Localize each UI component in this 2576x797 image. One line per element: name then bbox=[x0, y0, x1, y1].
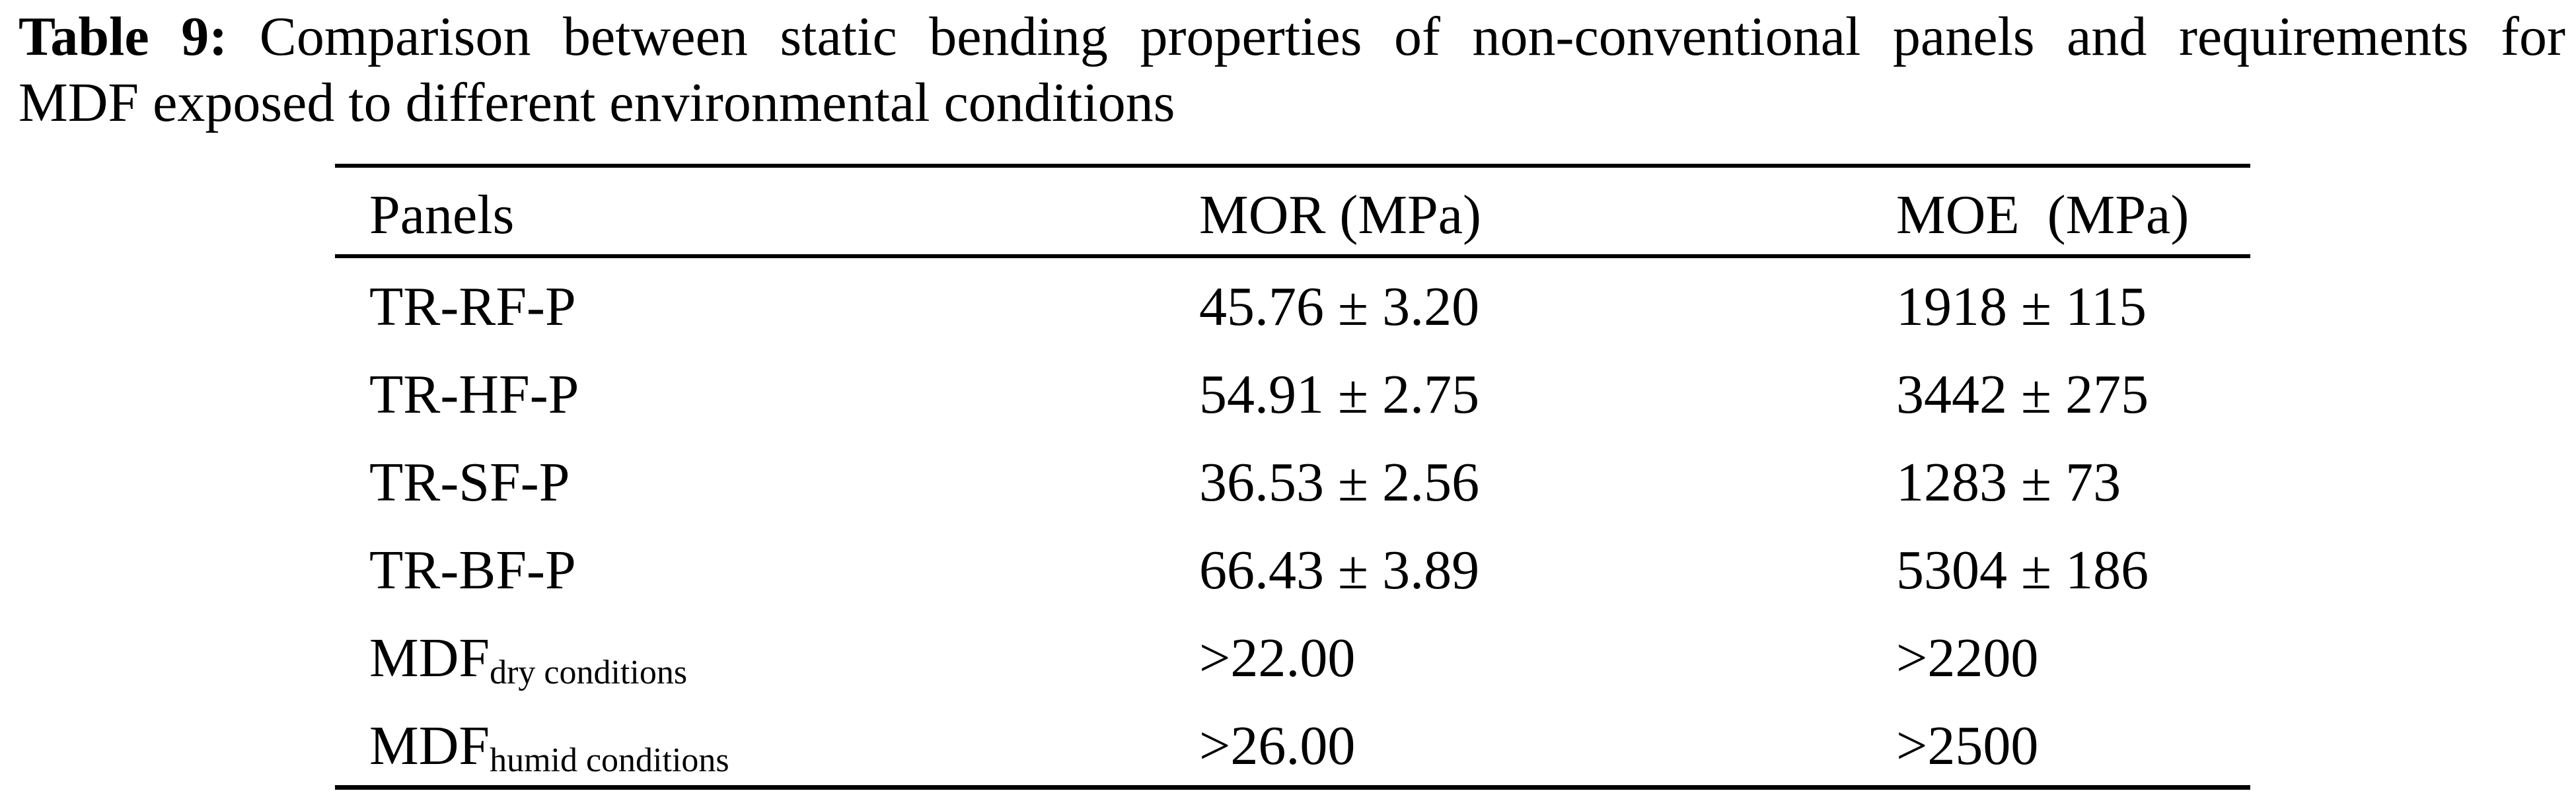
cell-panel-subscript: humid conditions bbox=[490, 742, 729, 779]
table-row: TR-RF-P 45.76 ± 3.20 1918 ± 115 bbox=[335, 258, 2250, 346]
cell-moe: >2500 bbox=[1896, 715, 2039, 777]
table-row: TR-HF-P 54.91 ± 2.75 3442 ± 275 bbox=[335, 346, 2250, 434]
cell-panel: TR-BF-P bbox=[369, 539, 576, 601]
cell-mor: 66.43 ± 3.89 bbox=[1199, 539, 1480, 601]
table-row: MDF dry conditions >22.00 >2200 bbox=[335, 609, 2250, 697]
cell-moe: >2200 bbox=[1896, 627, 2039, 689]
cell-panel: TR-HF-P bbox=[369, 364, 579, 425]
cell-moe: 5304 ± 186 bbox=[1896, 539, 2149, 601]
data-table: Panels MOR (MPa) MOE (MPa) TR-RF-P 45.76… bbox=[335, 164, 2250, 790]
cell-mor: >22.00 bbox=[1199, 627, 1356, 689]
cell-moe: 3442 ± 275 bbox=[1896, 364, 2149, 425]
col-header-moe: MOE (MPa) bbox=[1896, 184, 2190, 246]
table-caption-line2: MDF exposed to different environmental c… bbox=[18, 72, 1175, 133]
cell-panel: TR-SF-P bbox=[369, 452, 570, 513]
cell-panel: MDF dry conditions bbox=[335, 609, 1199, 697]
cell-mor: 36.53 ± 2.56 bbox=[1199, 452, 1480, 513]
cell-moe: 1918 ± 115 bbox=[1896, 276, 2147, 337]
table-row: TR-SF-P 36.53 ± 2.56 1283 ± 73 bbox=[335, 434, 2250, 522]
cell-panel-subscript: dry conditions bbox=[490, 654, 688, 691]
cell-mor: 54.91 ± 2.75 bbox=[1199, 364, 1480, 425]
table-row: MDF humid conditions >26.00 >2500 bbox=[335, 697, 2250, 785]
cell-mor: >26.00 bbox=[1199, 715, 1356, 777]
table-caption-label: Table 9: bbox=[18, 6, 228, 67]
cell-panel: TR-RF-P bbox=[369, 276, 576, 337]
cell-mor: 45.76 ± 3.20 bbox=[1199, 276, 1480, 337]
col-header-panels: Panels bbox=[369, 184, 515, 246]
table-header-row: Panels MOR (MPa) MOE (MPa) bbox=[335, 168, 2250, 258]
table-row: TR-BF-P 66.43 ± 3.89 5304 ± 186 bbox=[335, 522, 2250, 609]
table-caption: Table 9: Comparison between static bendi… bbox=[18, 4, 2565, 136]
cell-panel-main: MDF bbox=[369, 627, 490, 689]
col-header-mor: MOR (MPa) bbox=[1199, 184, 1482, 246]
cell-moe: 1283 ± 73 bbox=[1896, 452, 2121, 513]
table-caption-line1: Table 9: Comparison between static bendi… bbox=[18, 4, 2565, 70]
table-caption-text: Comparison between static bending proper… bbox=[227, 6, 2565, 67]
cell-panel-main: MDF bbox=[369, 715, 490, 777]
cell-panel: MDF humid conditions bbox=[335, 697, 1199, 785]
